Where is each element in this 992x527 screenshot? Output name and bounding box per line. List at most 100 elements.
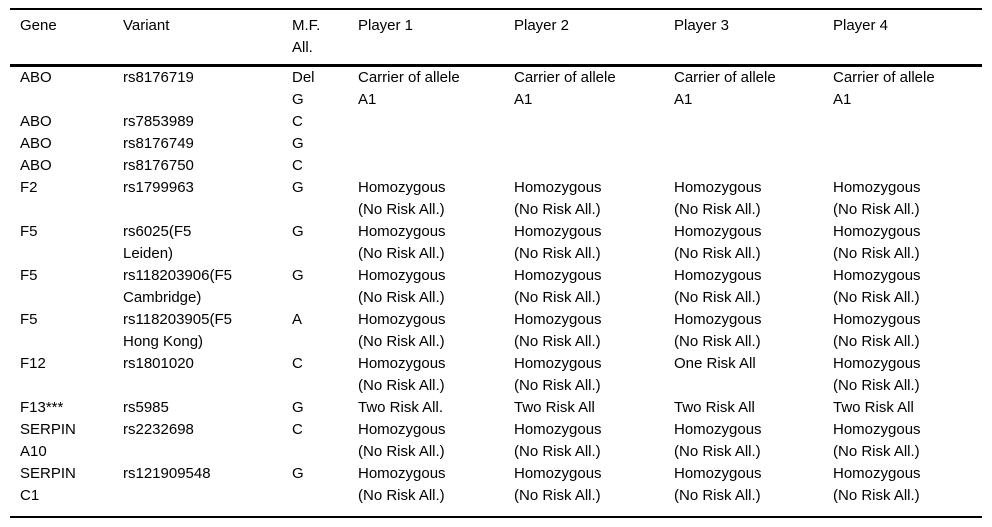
cell-mf-all: C [292, 113, 303, 130]
cell-player3 [674, 155, 833, 177]
cell-variant: rs8176719 [123, 69, 194, 86]
cell-player2: Homozygous (No Risk All.) [514, 179, 602, 218]
cell-gene: ABO [20, 113, 52, 130]
cell-mf-all: G [292, 399, 304, 416]
cell-player2 [514, 111, 674, 133]
cell-variant: rs118203905(F5 Hong Kong) [123, 311, 232, 350]
cell-player2: Homozygous (No Risk All.) [514, 311, 602, 350]
cell-gene: F12 [20, 355, 46, 372]
cell-player1: Carrier of allele A1 [358, 69, 460, 108]
cell-player1: Homozygous (No Risk All.) [358, 421, 446, 460]
cell-gene: F13*** [20, 399, 64, 416]
cell-mf-all: G [292, 465, 304, 482]
cell-variant: rs8176749 [123, 135, 194, 152]
cell-player4: Homozygous (No Risk All.) [833, 311, 921, 350]
cell-player1 [358, 111, 514, 133]
cell-player3: Homozygous (No Risk All.) [674, 311, 762, 350]
cell-player4: Homozygous (No Risk All.) [833, 355, 921, 394]
table-row: F12 rs1801020 C Homozygous (No Risk All.) Ho… [10, 353, 982, 397]
cell-player1: Homozygous (No Risk All.) [358, 355, 446, 394]
table-row: SERPIN C1 rs121909548 G Homozygous (No Risk… [10, 463, 982, 517]
header-row: Gene Variant M.F. All. Player 1 Player 2… [10, 9, 982, 66]
cell-player3: Homozygous (No Risk All.) [674, 179, 762, 218]
cell-variant: rs7853989 [123, 113, 194, 130]
cell-player2: Homozygous (No Risk All.) [514, 355, 602, 394]
col-header-player4: Player 4 [833, 17, 889, 34]
cell-player4: Homozygous (No Risk All.) [833, 465, 921, 504]
cell-player3 [674, 133, 833, 155]
cell-player3: Two Risk All [674, 399, 755, 416]
cell-mf-all: C [292, 355, 303, 372]
cell-player2: Two Risk All [514, 399, 595, 416]
cell-player1: Two Risk All. [358, 399, 444, 416]
col-header-player3: Player 3 [674, 17, 730, 34]
cell-player1: Homozygous (No Risk All.) [358, 465, 446, 504]
genetics-variants-table: Gene Variant M.F. All. Player 1 Player 2… [10, 8, 982, 518]
cell-player2: Homozygous (No Risk All.) [514, 421, 602, 460]
col-header-variant: Variant [123, 17, 170, 34]
cell-player2: Homozygous (No Risk All.) [514, 465, 602, 504]
cell-player3: Homozygous (No Risk All.) [674, 465, 762, 504]
cell-player4 [833, 111, 982, 133]
cell-mf-all: C [292, 157, 303, 174]
cell-player3: Homozygous (No Risk All.) [674, 223, 762, 262]
cell-mf-all: G [292, 267, 304, 284]
cell-gene: SERPIN C1 [20, 465, 76, 504]
cell-gene: F5 [20, 223, 38, 240]
cell-gene: F5 [20, 267, 38, 284]
cell-mf-all: G [292, 135, 304, 152]
cell-player3: Carrier of allele A1 [674, 69, 776, 108]
col-header-mf-all: M.F. All. [292, 17, 321, 56]
cell-player3: Homozygous (No Risk All.) [674, 267, 762, 306]
col-header-player2: Player 2 [514, 17, 570, 34]
cell-player1 [358, 155, 514, 177]
cell-variant: rs8176750 [123, 157, 194, 174]
cell-player1: Homozygous (No Risk All.) [358, 223, 446, 262]
cell-variant: rs121909548 [123, 465, 211, 482]
cell-player2: Homozygous (No Risk All.) [514, 267, 602, 306]
cell-player4 [833, 155, 982, 177]
table-row: F5 rs118203905(F5 Hong Kong) A Homozygous (… [10, 309, 982, 353]
cell-gene: ABO [20, 157, 52, 174]
cell-player3 [674, 111, 833, 133]
cell-mf-all: G [292, 179, 304, 196]
cell-variant: rs2232698 [123, 421, 194, 438]
cell-gene: ABO [20, 69, 52, 86]
cell-player1: Homozygous (No Risk All.) [358, 179, 446, 218]
cell-gene: F5 [20, 311, 38, 328]
cell-variant: rs1799963 [123, 179, 194, 196]
col-header-player1: Player 1 [358, 17, 414, 34]
cell-player4: Two Risk All [833, 399, 914, 416]
cell-player2 [514, 133, 674, 155]
table-row: ABO rs8176749 G [10, 133, 982, 155]
table-row: SERPIN A10 rs2232698 C Homozygous (No Risk … [10, 419, 982, 463]
cell-player2: Homozygous (No Risk All.) [514, 223, 602, 262]
table-row: F13*** rs5985 G Two Risk All. Two Risk All Tw… [10, 397, 982, 419]
cell-player4 [833, 133, 982, 155]
cell-player2: Carrier of allele A1 [514, 69, 616, 108]
cell-player3: One Risk All [674, 355, 756, 372]
cell-variant: rs6025(F5 Leiden) [123, 223, 192, 262]
cell-gene: ABO [20, 135, 52, 152]
table-body: ABO rs8176719 Del G Carrier of allele A1 Car… [10, 66, 982, 518]
cell-player4: Homozygous (No Risk All.) [833, 267, 921, 306]
cell-gene: F2 [20, 179, 38, 196]
cell-variant: rs1801020 [123, 355, 194, 372]
table-row: ABO rs8176719 Del G Carrier of allele A1 Car… [10, 66, 982, 112]
table-row: F5 rs118203906(F5 Cambridge) G Homozygous (… [10, 265, 982, 309]
cell-variant: rs5985 [123, 399, 169, 416]
table-row: F5 rs6025(F5 Leiden) G Homozygous (No Risk … [10, 221, 982, 265]
cell-player1 [358, 133, 514, 155]
cell-variant: rs118203906(F5 Cambridge) [123, 267, 232, 306]
table-row: ABO rs7853989 C [10, 111, 982, 133]
cell-player4: Carrier of allele A1 [833, 69, 935, 108]
cell-player2 [514, 155, 674, 177]
cell-player3: Homozygous (No Risk All.) [674, 421, 762, 460]
cell-player1: Homozygous (No Risk All.) [358, 311, 446, 350]
table-row: F2 rs1799963 G Homozygous (No Risk All.) Hom… [10, 177, 982, 221]
table-row: ABO rs8176750 C [10, 155, 982, 177]
cell-player4: Homozygous (No Risk All.) [833, 421, 921, 460]
cell-mf-all: C [292, 421, 303, 438]
cell-player1: Homozygous (No Risk All.) [358, 267, 446, 306]
